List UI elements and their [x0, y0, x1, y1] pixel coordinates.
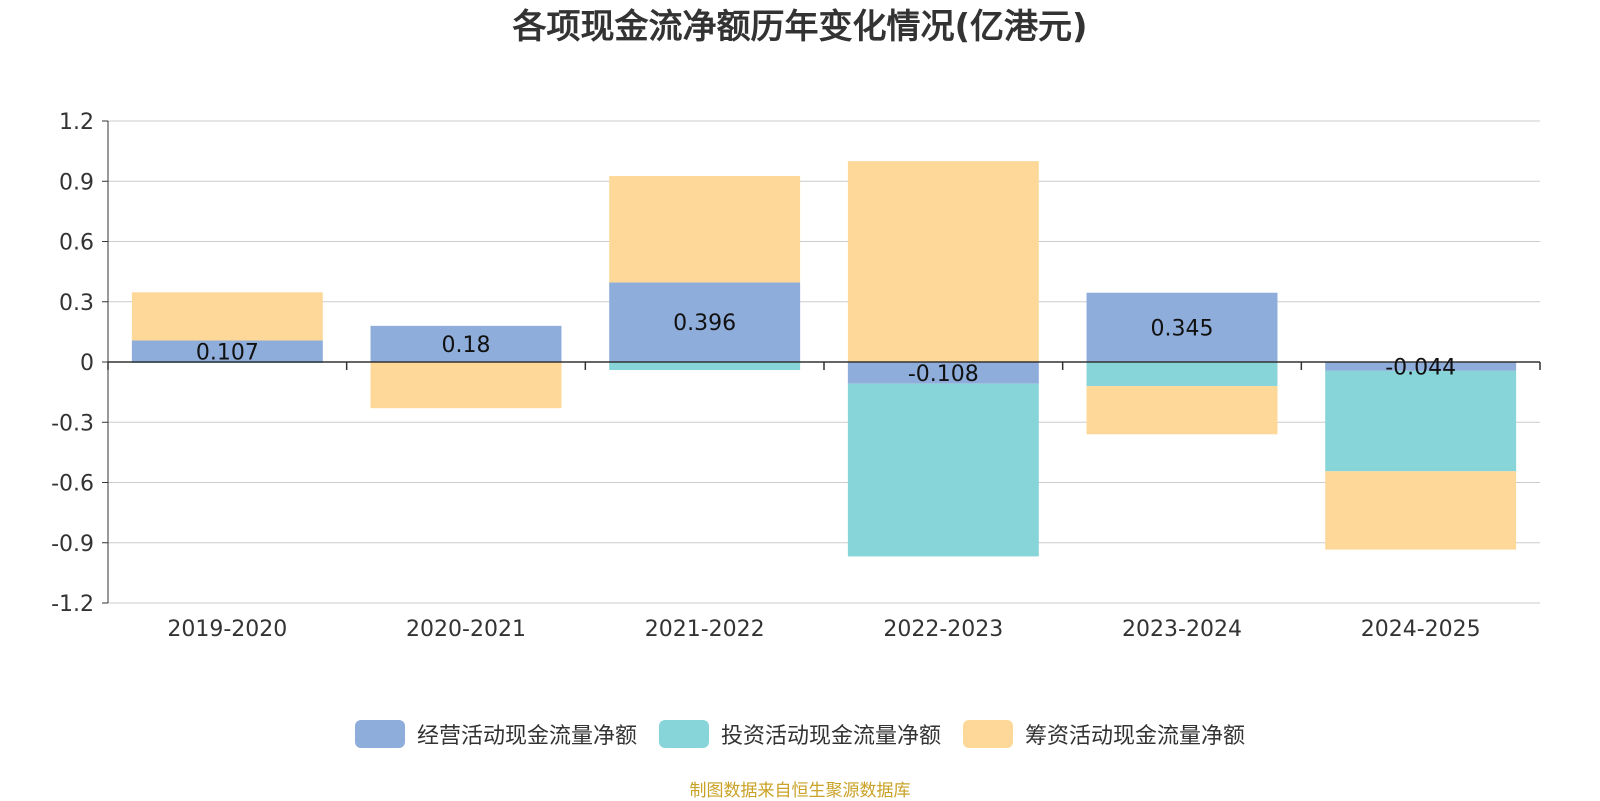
y-tick-label: -0.6: [51, 472, 94, 497]
bar-investing-2024-2025: [1325, 370, 1517, 472]
bar-financing-2023-2024: [1086, 386, 1278, 435]
y-tick-label: -0.3: [51, 411, 94, 436]
bar-operating-2022-2023: [847, 362, 1039, 384]
legend-item-investing[interactable]: 投资活动现金流量净额: [658, 718, 941, 750]
bar-operating-2023-2024: [1086, 292, 1278, 362]
data-label-operating: 0.396: [673, 311, 736, 336]
legend-swatch-financing: [963, 720, 1013, 748]
legend-swatch-investing: [658, 720, 709, 748]
bar-operating-2020-2021: [370, 325, 562, 362]
legend-label-investing: 投资活动现金流量净额: [720, 724, 941, 749]
y-tick-label: 0.9: [59, 170, 94, 195]
x-tick-label: 2020-2021: [406, 617, 526, 642]
x-tick-label: 2022-2023: [883, 617, 1003, 642]
bar-operating-2024-2025: [1325, 362, 1517, 371]
bar-financing-2024-2025: [1325, 471, 1517, 550]
legend-label-operating: 经营活动现金流量净额: [416, 724, 637, 749]
data-label-operating: -0.108: [908, 362, 979, 387]
y-tick-label: 1.2: [59, 110, 94, 135]
y-tick-label: 0.3: [59, 291, 94, 316]
chart-plot-area: 1.2 0.9 0.6 0.3 0 -0.3 -0.6 -0.9 -1.2 2019-2020 20…: [51, 110, 1541, 642]
chart-title: 各项现金流净额历年变化情况(亿港元): [512, 7, 1088, 47]
data-label-operating: 0.107: [196, 340, 259, 365]
x-tick-label: 2023-2024: [1122, 617, 1242, 642]
legend-item-financing[interactable]: 筹资活动现金流量净额: [963, 718, 1245, 750]
x-tick-label: 2021-2022: [645, 617, 765, 642]
data-label-operating: -0.044: [1385, 355, 1456, 380]
bar-investing-2022-2023: [847, 383, 1039, 557]
data-label-operating: 0.18: [442, 333, 491, 358]
bar-investing-2021-2022: [609, 362, 801, 371]
bar-financing-2021-2022: [609, 176, 801, 283]
data-label-operating: 0.345: [1151, 316, 1214, 341]
legend-swatch-operating: [354, 720, 405, 748]
chart-legend: 经营活动现金流量净额 投资活动现金流量净额 筹资活动现金流量净额: [0, 718, 1600, 750]
y-tick-label: 0: [80, 351, 94, 376]
bar-operating-2019-2020: [131, 340, 323, 362]
x-tick-label: 2019-2020: [167, 617, 287, 642]
bar-financing-2020-2021: [370, 362, 562, 409]
bar-financing-2019-2020: [131, 292, 323, 341]
bar-operating-2021-2022: [609, 282, 801, 362]
bar-financing-2022-2023: [847, 161, 1039, 362]
y-tick-label: -1.2: [51, 592, 94, 617]
legend-item-operating[interactable]: 经营活动现金流量净额: [354, 718, 637, 750]
legend-label-financing: 筹资活动现金流量净额: [1025, 724, 1246, 749]
y-tick-label: 0.6: [59, 231, 94, 256]
bar-investing-2023-2024: [1086, 362, 1278, 387]
source-note: 制图数据来自恒生聚源数据库: [689, 781, 911, 801]
x-tick-label: 2024-2025: [1361, 617, 1481, 642]
y-tick-label: -0.9: [51, 532, 94, 557]
